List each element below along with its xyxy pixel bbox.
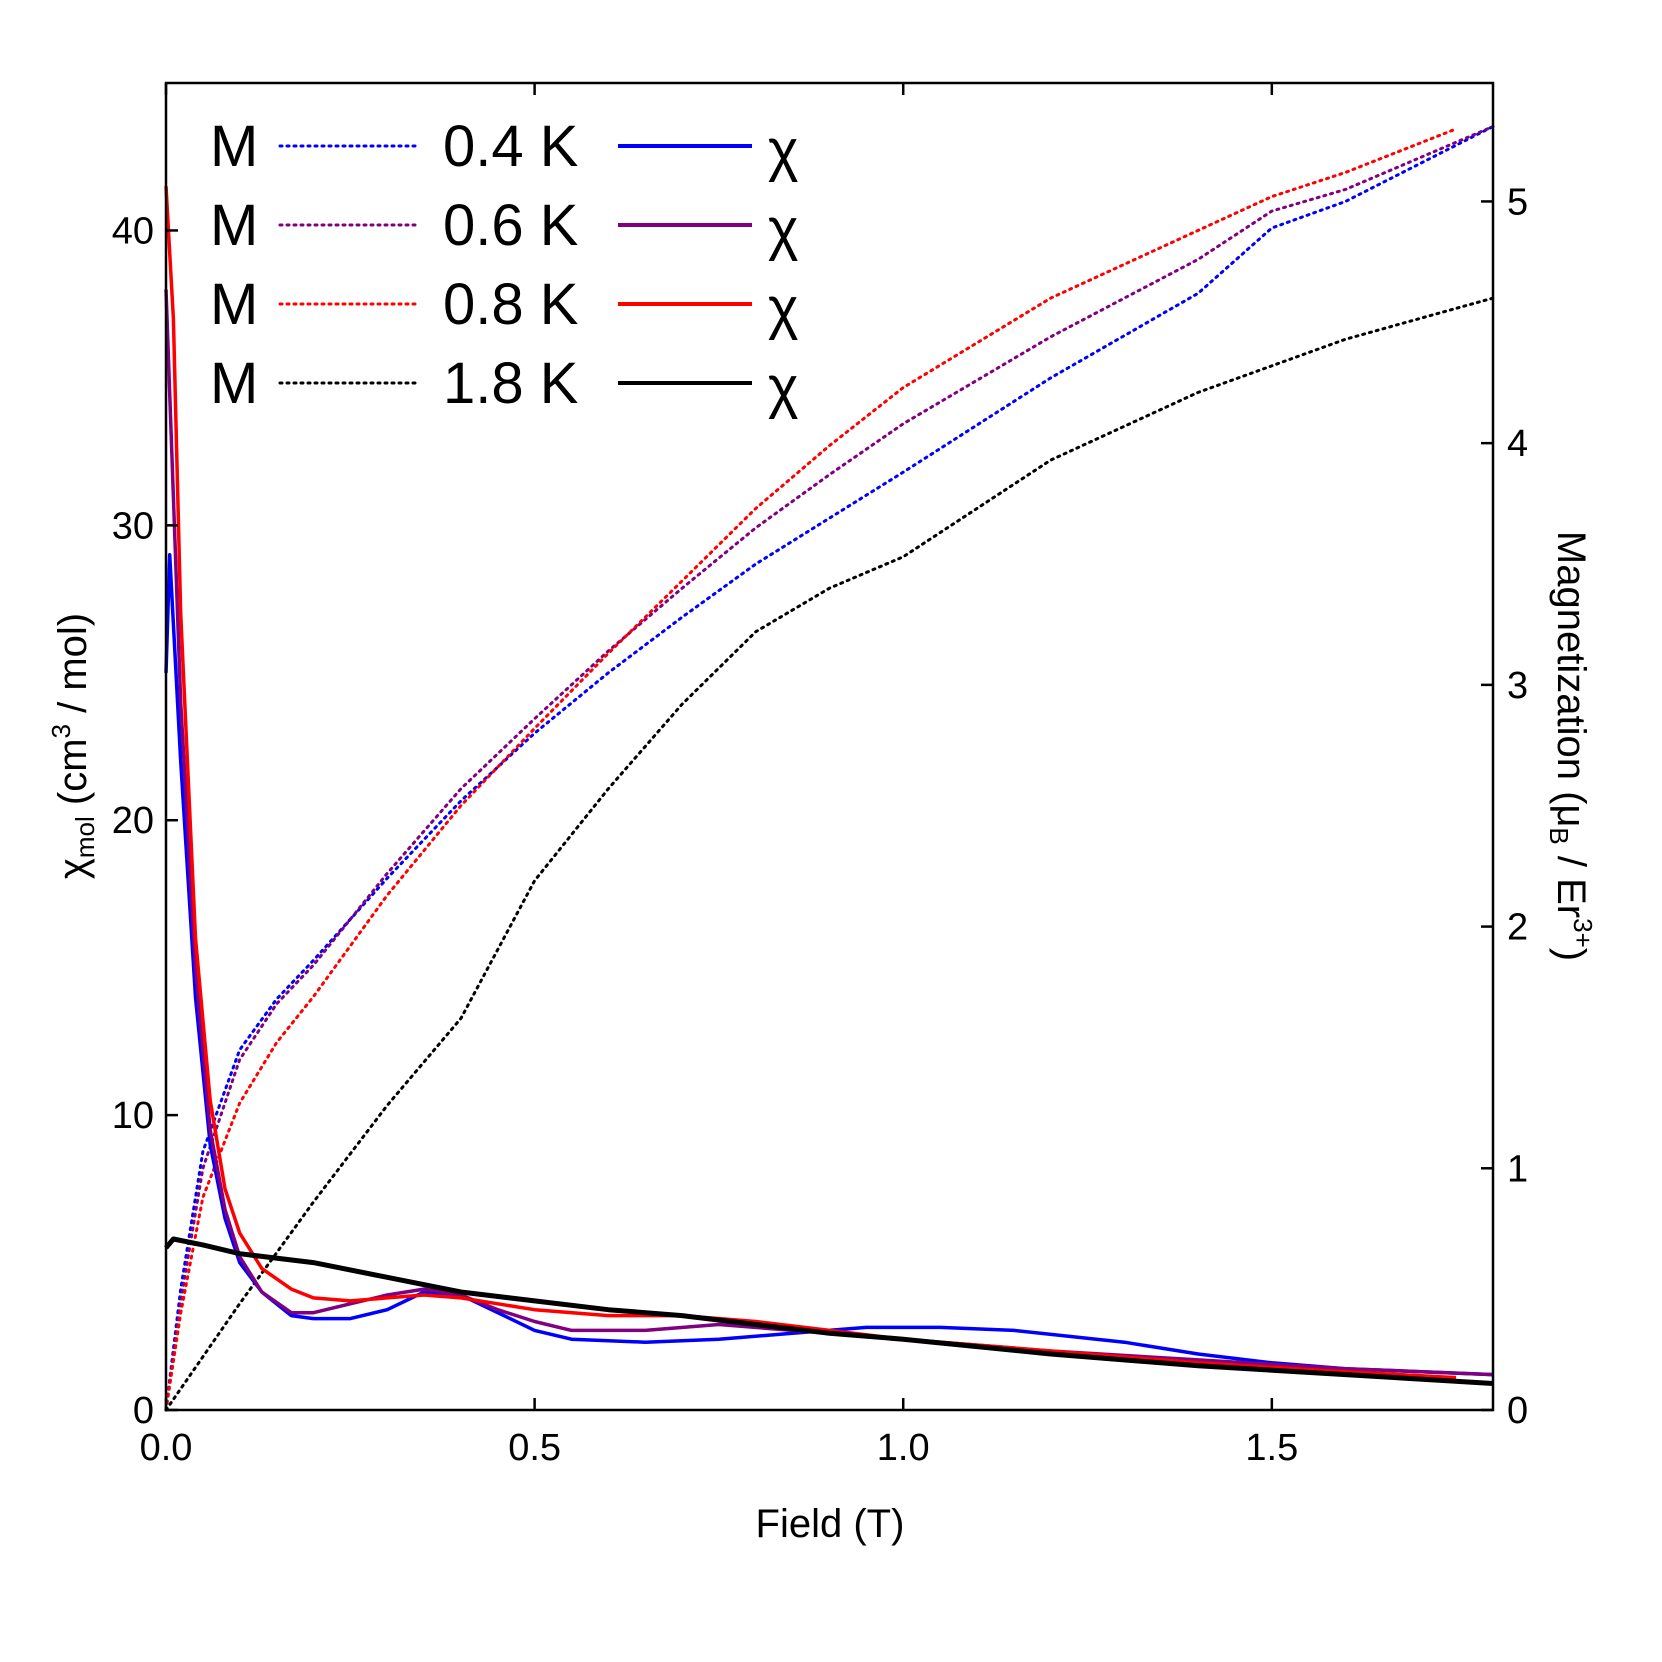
y-left-tick-label: 40: [112, 210, 154, 252]
plot-frame: [164, 81, 1495, 1412]
series--0-4-k: [164, 553, 1494, 1377]
x-tick-label: 0.5: [508, 1427, 561, 1469]
y-axis-left-label: χmol (cm3 / mol): [46, 613, 100, 879]
series-m-0-8-k: [164, 127, 1458, 1412]
legend-chi-label: χ: [768, 118, 798, 183]
y-right-tick-label: 4: [1507, 423, 1528, 465]
series--0-8-k: [164, 186, 1457, 1380]
legend-temp-label: 1.8 K: [443, 351, 579, 416]
legend-m-label: M: [210, 114, 258, 179]
y-right-tick-label: 3: [1507, 665, 1528, 707]
legend-m-label: M: [210, 193, 258, 258]
x-tick-label: 0.0: [140, 1427, 193, 1469]
series--1-8-k: [164, 1236, 1494, 1386]
y-left-tick-label: 10: [112, 1095, 154, 1137]
series-m-1-8-k: [164, 296, 1495, 1412]
y-right-tick-label: 1: [1507, 1148, 1528, 1190]
y-left-tick-label: 30: [112, 505, 154, 547]
y-right-tick-label: 2: [1507, 907, 1528, 949]
y-right-tick-label: 0: [1507, 1390, 1528, 1432]
y-left-tick-label: 20: [112, 800, 154, 842]
legend-temp-label: 0.6 K: [443, 193, 579, 258]
legend-temp-label: 0.4 K: [443, 114, 579, 179]
series-layer: [164, 125, 1495, 1412]
legend-chi-label: χ: [768, 197, 798, 262]
series--0-6-k: [164, 289, 1494, 1377]
legend: M 0.4 K χ M 0.6 K χ M 0.8 K χ M 1.8 K χ: [210, 114, 798, 420]
legend-m-label: M: [210, 272, 258, 337]
legend-m-label: M: [210, 351, 258, 416]
x-axis-label: Field (T): [756, 1502, 905, 1546]
y-axis-right-label: Magnetization (μB / Er3+): [1544, 531, 1598, 961]
x-tick-label: 1.0: [877, 1427, 930, 1469]
ticks: 0.0 0.5 1.0 1.5 0 10 20 30 40 0 1 2 3 4 5: [112, 83, 1528, 1469]
series-m-0-4-k: [164, 125, 1495, 1412]
legend-chi-label: χ: [768, 355, 798, 420]
legend-chi-label: χ: [768, 276, 798, 341]
y-left-tick-label: 0: [133, 1390, 154, 1432]
x-tick-label: 1.5: [1245, 1427, 1298, 1469]
legend-temp-label: 0.8 K: [443, 272, 579, 337]
series-m-0-6-k: [164, 125, 1495, 1412]
y-right-tick-label: 5: [1507, 181, 1528, 223]
